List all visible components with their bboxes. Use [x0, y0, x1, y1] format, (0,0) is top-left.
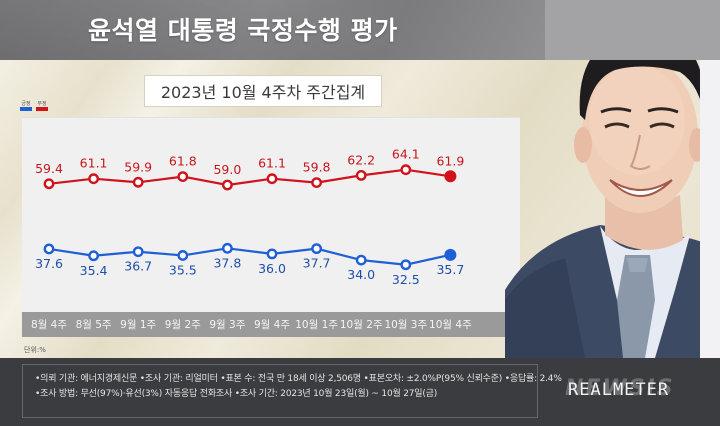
- chart-panel: [22, 117, 520, 312]
- x-axis-label: 10월 3주: [384, 319, 428, 331]
- x-axis-label: 9월 2주: [164, 319, 201, 331]
- x-axis-label: 10월 1주: [295, 319, 338, 331]
- unit-label: 단위:%: [24, 346, 46, 354]
- x-axis-label: 9월 4주: [253, 319, 291, 331]
- x-axis-label: 9월 1주: [120, 319, 157, 331]
- x-axis-band: [22, 312, 520, 337]
- legend-label-positive: 긍정: [21, 101, 31, 107]
- survey-info-line-1: •의뢰 기관: 에너지경제신문 •조사 기관: 리얼미터 •표본 수: 전국 만…: [35, 374, 562, 384]
- legend-item-positive: 긍정: [20, 101, 32, 111]
- newsis-watermark: NEWSIS: [565, 376, 675, 401]
- survey-info-line-2: •조사 방법: 무선(97%)·유선(3%) 자동응답 전화조사 •조사 기간:…: [35, 389, 438, 399]
- x-axis-label: 8월 4주: [30, 319, 68, 331]
- legend-item-negative: 부정: [36, 101, 48, 111]
- legend-swatch-negative: [36, 107, 48, 111]
- subtitle-text: 2023년 10월 4주차 주간집계: [160, 83, 366, 102]
- x-axis-label: 9월 3주: [209, 319, 246, 331]
- portrait-photo: [505, 0, 720, 358]
- x-axis-label: 10월 2주: [339, 319, 383, 331]
- chart-legend: 긍정 부정: [20, 101, 48, 111]
- legend-swatch-positive: [20, 107, 32, 111]
- realmeter-logo: REALMETER: [568, 380, 670, 400]
- subtitle-box: 2023년 10월 4주차 주간집계: [144, 75, 382, 107]
- footer: •의뢰 기관: 에너지경제신문 •조사 기관: 리얼미터 •표본 수: 전국 만…: [0, 358, 720, 426]
- legend-label-negative: 부정: [37, 101, 47, 107]
- portrait-bg-right: [700, 60, 720, 358]
- portrait-bg-top: [545, 0, 720, 60]
- survey-info-box: •의뢰 기관: 에너지경제신문 •조사 기관: 리얼미터 •표본 수: 전국 만…: [22, 364, 562, 418]
- page-title: 윤석열 대통령 국정수행 평가: [88, 16, 398, 45]
- x-axis-label: 8월 5주: [75, 319, 112, 331]
- x-axis-label: 10월 4주: [429, 319, 472, 331]
